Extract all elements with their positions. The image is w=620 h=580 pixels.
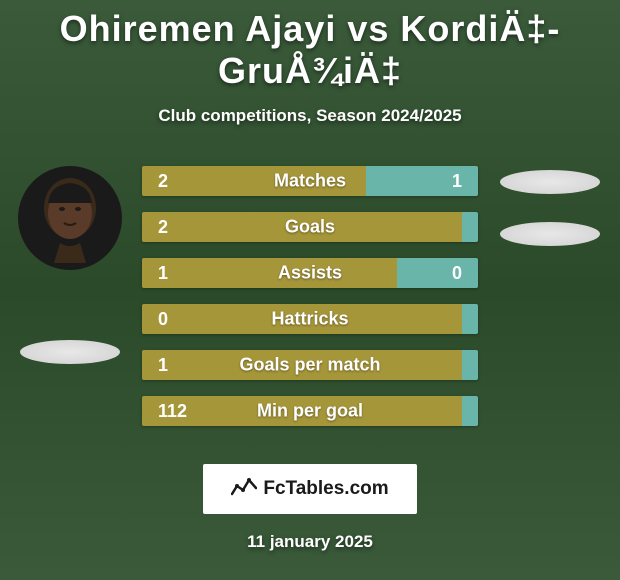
- subtitle: Club competitions, Season 2024/2025: [0, 106, 620, 126]
- player-left-avatar: [18, 166, 122, 270]
- stat-row: 1Assists 0: [142, 258, 478, 288]
- stat-right-value: [462, 350, 478, 380]
- footer-logo[interactable]: FcTables.com: [203, 464, 417, 514]
- stat-row: 112Min per goal: [142, 396, 478, 426]
- stat-right-value: [462, 212, 478, 242]
- stat-left-value: 1: [142, 258, 397, 288]
- stat-row: 2Goals: [142, 212, 478, 242]
- player-left-shadow: [20, 340, 120, 364]
- stat-right-value: 0: [397, 258, 478, 288]
- stats-container: 2Matches12Goals1Assists00Hattricks1Goals…: [130, 166, 490, 442]
- comparison-container: 2Matches12Goals1Assists00Hattricks1Goals…: [0, 166, 620, 442]
- stat-row: 1Goals per match: [142, 350, 478, 380]
- stat-label: Goals: [285, 217, 335, 238]
- stat-label: Assists: [278, 263, 342, 284]
- stat-label: Goals per match: [239, 355, 380, 376]
- player-right-shadow-2: [500, 222, 600, 246]
- page-title: Ohiremen Ajayi vs KordiÄ‡-GruÅ¾iÄ‡: [0, 0, 620, 92]
- footer-logo-text: FcTables.com: [263, 478, 388, 500]
- player-left-col: [10, 166, 130, 364]
- stat-right-value: [462, 396, 478, 426]
- date-label: 11 january 2025: [0, 532, 620, 552]
- stat-label: Matches: [274, 171, 346, 192]
- stat-label: Min per goal: [257, 401, 363, 422]
- stat-right-value: 1: [366, 166, 478, 196]
- fctables-icon: [231, 476, 257, 502]
- stat-row: 0Hattricks: [142, 304, 478, 334]
- player-right-col: [490, 166, 610, 246]
- stat-label: Hattricks: [271, 309, 348, 330]
- player-right-shadow-1: [500, 170, 600, 194]
- stat-row: 2Matches1: [142, 166, 478, 196]
- stat-right-value: [462, 304, 478, 334]
- player-head-icon: [30, 173, 110, 263]
